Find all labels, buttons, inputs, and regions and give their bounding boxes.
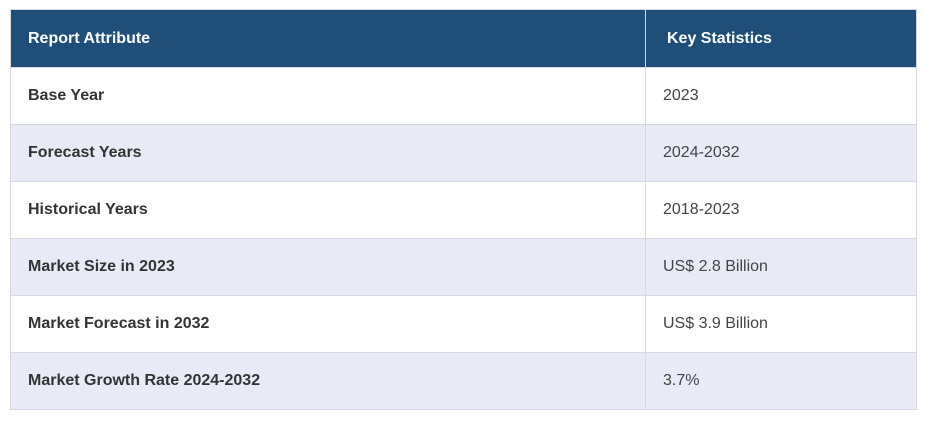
table-row: Market Size in 2023 US$ 2.8 Billion — [11, 238, 916, 295]
table-header-row: Report Attribute Key Statistics — [11, 10, 916, 67]
row-attribute: Market Size in 2023 — [11, 239, 646, 295]
row-attribute: Forecast Years — [11, 125, 646, 181]
row-value: US$ 3.9 Billion — [663, 315, 768, 332]
row-value: 2023 — [663, 87, 699, 104]
table-row: Market Growth Rate 2024-2032 3.7% — [11, 352, 916, 409]
row-value: 2018-2023 — [663, 201, 740, 218]
header-key-statistics: Key Statistics — [667, 29, 772, 47]
table-row: Historical Years 2018-2023 — [11, 181, 916, 238]
table-row: Forecast Years 2024-2032 — [11, 124, 916, 181]
row-attribute: Market Forecast in 2032 — [11, 296, 646, 352]
row-attribute: Historical Years — [11, 182, 646, 238]
row-value: US$ 2.8 Billion — [663, 258, 768, 275]
report-statistics-table: Report Attribute Key Statistics Base Yea… — [10, 9, 917, 410]
row-attribute: Base Year — [11, 68, 646, 124]
row-attribute: Market Growth Rate 2024-2032 — [11, 353, 646, 409]
row-value: 2024-2032 — [663, 144, 740, 161]
header-report-attribute: Report Attribute — [11, 10, 646, 67]
table-row: Base Year 2023 — [11, 67, 916, 124]
row-value: 3.7% — [663, 372, 700, 389]
table-row: Market Forecast in 2032 US$ 3.9 Billion — [11, 295, 916, 352]
